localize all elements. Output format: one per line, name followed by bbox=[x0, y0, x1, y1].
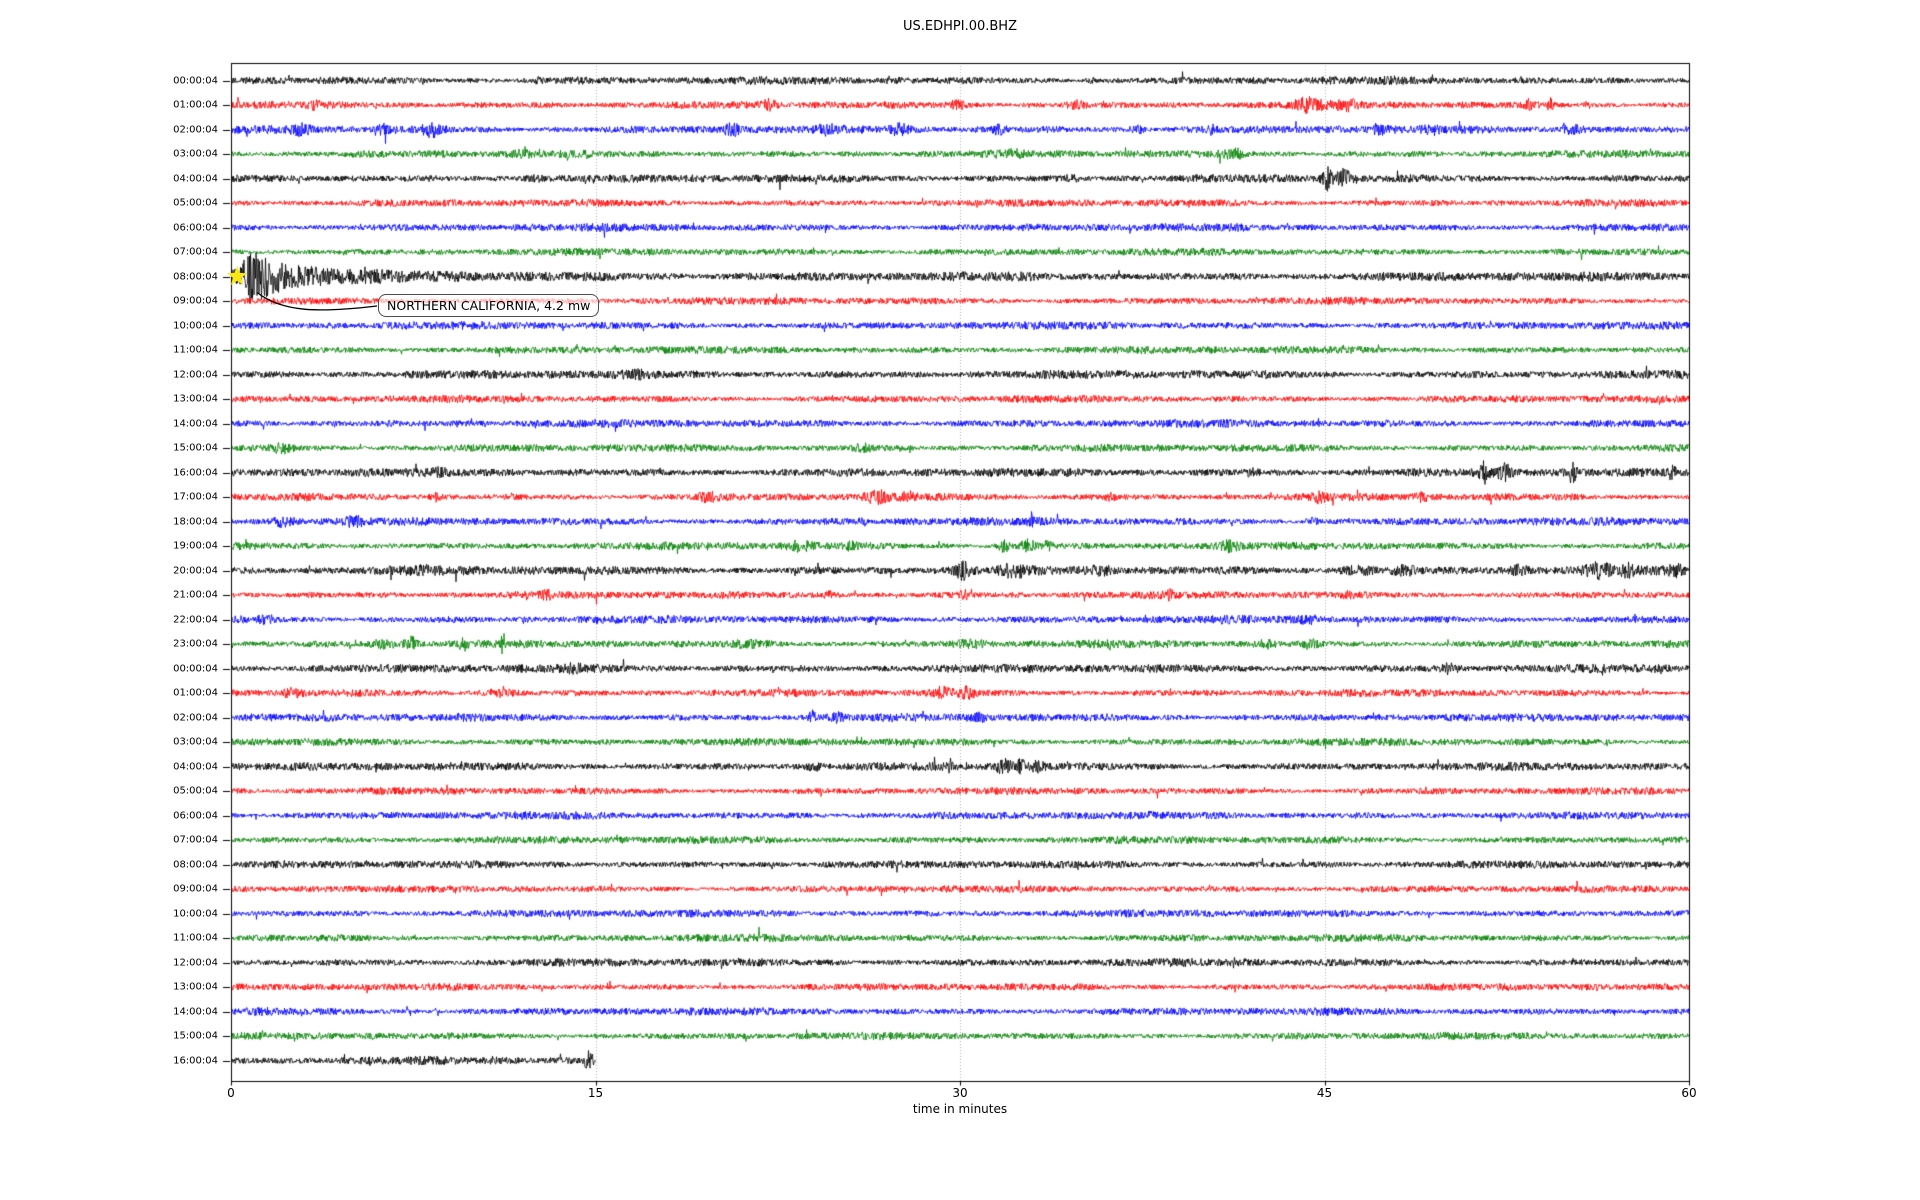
y-tick-label: 09:00:04 bbox=[173, 883, 218, 895]
y-tick-label: 12:00:04 bbox=[173, 369, 218, 380]
y-tick-label: 05:00:04 bbox=[173, 197, 218, 209]
y-tick-label: 17:00:04 bbox=[173, 491, 218, 503]
x-tick-label: 15 bbox=[587, 1086, 604, 1100]
x-tick-label: 0 bbox=[227, 1086, 235, 1100]
y-tick-label: 07:00:04 bbox=[173, 834, 218, 846]
y-tick-label: 01:00:04 bbox=[173, 687, 218, 699]
y-tick-label: 06:00:04 bbox=[173, 222, 218, 233]
y-tick-label: 16:00:04 bbox=[173, 467, 218, 478]
y-tick-label: 18:00:04 bbox=[173, 516, 218, 527]
y-tick-label: 11:00:04 bbox=[173, 932, 218, 944]
y-tick-label: 10:00:04 bbox=[173, 320, 218, 331]
y-tick-label: 16:00:04 bbox=[173, 1055, 218, 1066]
y-tick-label: 07:00:04 bbox=[173, 246, 218, 258]
y-tick-label: 13:00:04 bbox=[173, 981, 218, 993]
x-tick-label: 45 bbox=[1316, 1086, 1333, 1100]
y-tick-label: 08:00:04 bbox=[173, 271, 218, 282]
y-tick-label: 03:00:04 bbox=[173, 736, 218, 748]
y-tick-label: 00:00:04 bbox=[173, 75, 218, 86]
y-tick-label: 11:00:04 bbox=[173, 344, 218, 356]
y-tick-label: 02:00:04 bbox=[173, 712, 218, 723]
y-tick-label: 12:00:04 bbox=[173, 957, 218, 968]
y-tick-label: 15:00:04 bbox=[173, 442, 218, 454]
y-tick-label: 10:00:04 bbox=[173, 908, 218, 919]
event-annotation: NORTHERN CALIFORNIA, 4.2 mw bbox=[378, 294, 600, 317]
y-tick-label: 14:00:04 bbox=[173, 418, 218, 429]
x-tick-label: 30 bbox=[952, 1086, 968, 1100]
y-tick-label: 22:00:04 bbox=[173, 614, 218, 625]
y-tick-label: 01:00:04 bbox=[173, 99, 218, 111]
y-tick-label: 02:00:04 bbox=[173, 124, 218, 135]
y-tick-label: 00:00:04 bbox=[173, 663, 218, 674]
y-tick-label: 09:00:04 bbox=[173, 295, 218, 307]
y-tick-label: 19:00:04 bbox=[173, 540, 218, 552]
y-tick-label: 14:00:04 bbox=[173, 1006, 218, 1017]
plot-title: US.EDHPI.00.BHZ bbox=[903, 19, 1017, 34]
y-tick-label: 20:00:04 bbox=[173, 565, 218, 576]
y-tick-label: 21:00:04 bbox=[173, 589, 218, 601]
y-tick-label: 13:00:04 bbox=[173, 393, 218, 405]
x-axis-label: time in minutes bbox=[912, 1102, 1008, 1116]
y-tick-label: 08:00:04 bbox=[173, 859, 218, 870]
y-tick-label: 15:00:04 bbox=[173, 1030, 218, 1042]
y-tick-label: 03:00:04 bbox=[173, 148, 218, 160]
y-tick-label: 23:00:04 bbox=[173, 638, 218, 650]
y-tick-label: 04:00:04 bbox=[173, 173, 218, 184]
x-tick-label: 60 bbox=[1681, 1086, 1697, 1100]
y-tick-label: 04:00:04 bbox=[173, 761, 218, 772]
y-tick-label: 05:00:04 bbox=[173, 785, 218, 797]
y-tick-label: 06:00:04 bbox=[173, 810, 218, 821]
